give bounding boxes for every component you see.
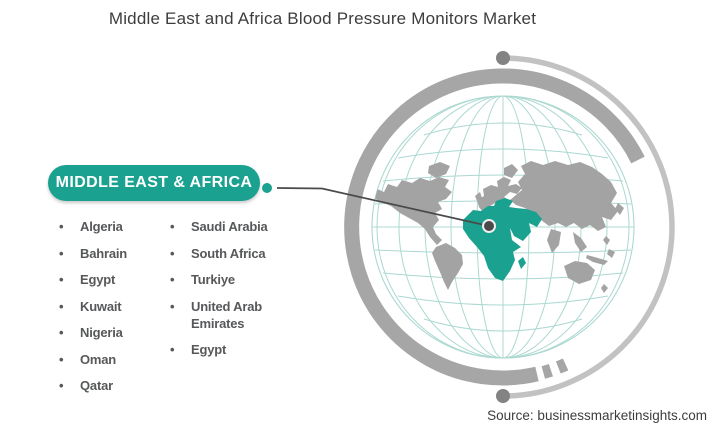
country-column-1: Algeria Bahrain Egypt Kuwait Nigeria Oma… xyxy=(57,218,147,404)
continent-asia xyxy=(510,161,618,231)
country-column-2: Saudi Arabia South Africa Turkiye United… xyxy=(168,218,268,404)
region-marker-dot xyxy=(482,219,496,233)
ring-dash-1 xyxy=(541,364,553,379)
globe-ring xyxy=(344,51,675,403)
ring-bottom-dot xyxy=(496,389,510,403)
japan xyxy=(615,203,624,215)
connector-line xyxy=(276,187,490,227)
new-zealand xyxy=(601,284,608,293)
continent-north-america xyxy=(372,177,452,245)
page-title: Middle East and Africa Blood Pressure Mo… xyxy=(108,9,537,28)
connector-dot xyxy=(262,183,272,193)
greenland xyxy=(428,162,450,178)
country-item: Kuwait xyxy=(57,298,147,315)
country-item: Saudi Arabia xyxy=(168,218,268,235)
source-attribution: Source: businessmarketinsights.com xyxy=(487,408,707,423)
scandinavia xyxy=(504,164,518,178)
australia xyxy=(564,261,595,284)
british-isles xyxy=(475,192,482,201)
philippines xyxy=(603,236,610,245)
country-item: South Africa xyxy=(168,245,268,262)
country-item: Algeria xyxy=(57,218,147,235)
country-item: Nigeria xyxy=(57,324,147,341)
continent-europe xyxy=(477,177,522,211)
region-banner-label: MIDDLE EAST & AFRICA xyxy=(55,174,253,191)
country-lists: Algeria Bahrain Egypt Kuwait Nigeria Oma… xyxy=(57,218,268,404)
ring-dash-2 xyxy=(555,358,569,374)
globe-graticule xyxy=(371,95,635,359)
borneo xyxy=(607,249,615,258)
world-map xyxy=(372,161,624,293)
country-item: Egypt xyxy=(57,271,147,288)
indochina xyxy=(573,232,587,252)
country-item: United Arab Emirates xyxy=(168,298,268,332)
connector xyxy=(262,183,496,233)
indonesia xyxy=(586,255,608,265)
continent-south-america xyxy=(432,243,463,290)
country-item: Bahrain xyxy=(57,245,147,262)
country-item: Oman xyxy=(57,351,147,368)
highlight-region-middle-east-africa xyxy=(463,198,542,281)
country-item: Egypt xyxy=(168,341,268,358)
country-item: Turkiye xyxy=(168,271,268,288)
country-item: Qatar xyxy=(57,377,147,394)
ring-top-dot xyxy=(496,51,510,65)
madagascar xyxy=(518,257,526,269)
region-banner: MIDDLE EAST & AFRICA xyxy=(48,165,260,201)
india xyxy=(547,229,561,253)
